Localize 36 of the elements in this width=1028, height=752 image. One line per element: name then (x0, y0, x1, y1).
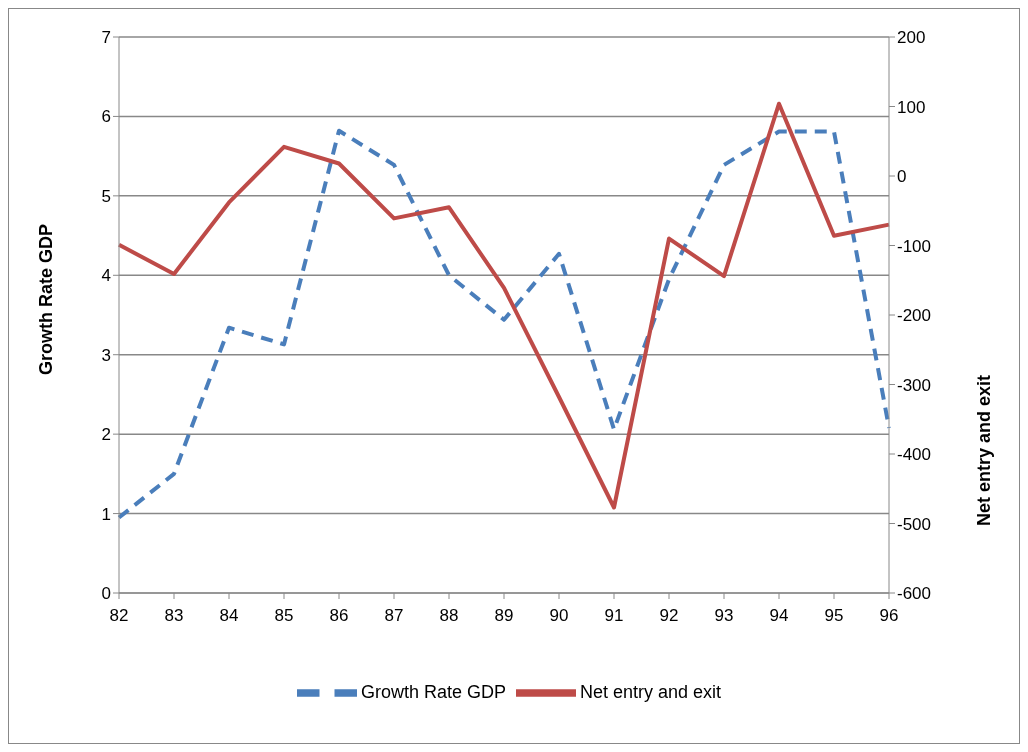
y-tick-label: 0 (101, 584, 111, 604)
y-tick-label: 4 (101, 266, 111, 286)
x-tick-label: 86 (329, 606, 349, 626)
x-tick-label: 89 (494, 606, 514, 626)
y-tick-label: 5 (101, 186, 111, 206)
x-tick-label: 95 (824, 606, 844, 626)
y2-tick-label: -200 (897, 306, 932, 326)
y2-tick-label: 0 (897, 167, 907, 187)
y-tick-label: 2 (101, 425, 111, 445)
x-tick-label: 96 (879, 606, 899, 626)
x-tick-label: 94 (769, 606, 789, 626)
y-axis-title: Growth Rate GDP (36, 223, 57, 375)
x-tick-label: 82 (109, 606, 129, 626)
x-tick-label: 92 (659, 606, 679, 626)
x-tick-label: 87 (384, 606, 404, 626)
x-tick-label: 90 (549, 606, 569, 626)
x-tick-label: 84 (219, 606, 239, 626)
x-tick-label: 91 (604, 606, 624, 626)
y2-tick-label: -400 (897, 445, 932, 465)
y2-tick-label: -500 (897, 514, 932, 534)
x-tick-label: 88 (439, 606, 459, 626)
x-tick-label: 93 (714, 606, 734, 626)
y2-tick-label: -600 (897, 584, 932, 604)
y2-tick-label: 200 (897, 28, 926, 48)
y-tick-label: 7 (101, 28, 111, 48)
legend-label: Growth Rate GDP (360, 681, 506, 702)
y2-axis-title: Net entry and exit (974, 375, 995, 527)
y-tick-label: 1 (101, 504, 111, 524)
y2-tick-label: -100 (897, 236, 932, 256)
y-tick-label: 3 (101, 345, 111, 365)
y2-tick-label: 100 (897, 97, 926, 117)
y-tick-label: 6 (101, 107, 111, 127)
legend-label: Net entry and exit (579, 681, 722, 702)
x-tick-label: 85 (274, 606, 294, 626)
x-tick-label: 83 (164, 606, 184, 626)
y2-tick-label: -300 (897, 375, 932, 395)
